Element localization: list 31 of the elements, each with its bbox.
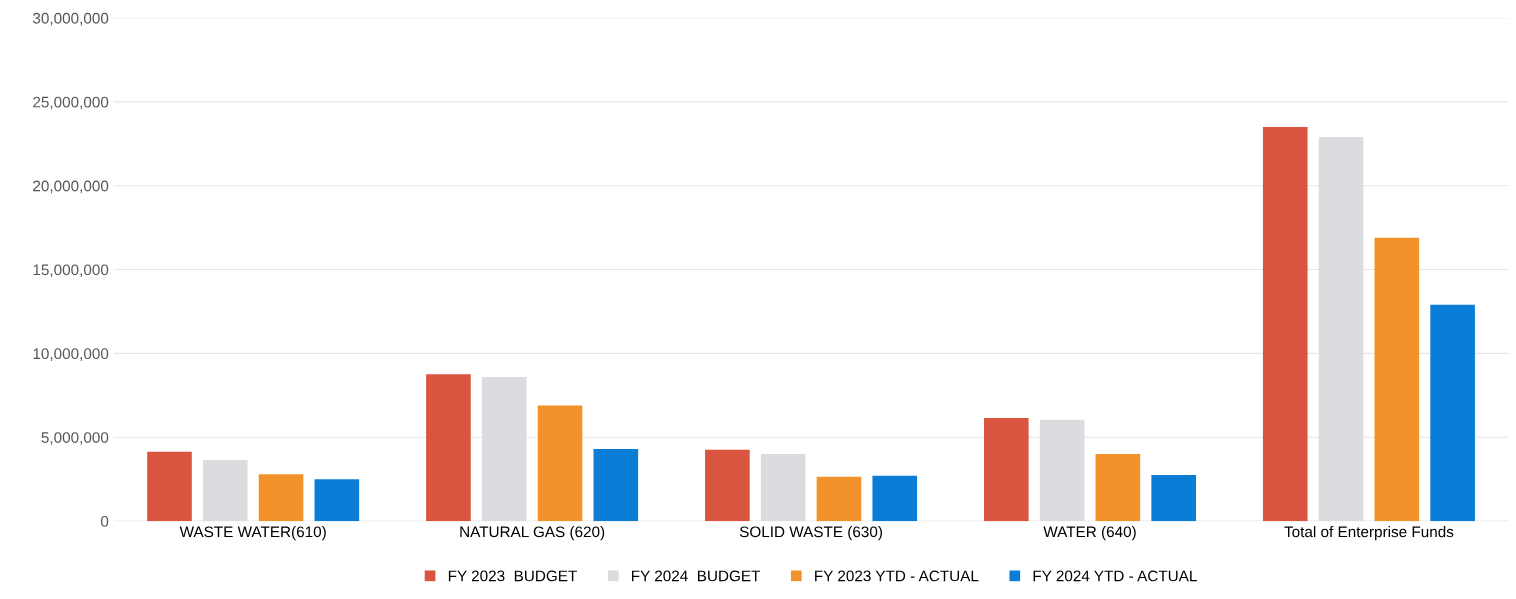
bar bbox=[816, 476, 862, 522]
legend-label: FY 2023 BUDGET bbox=[448, 570, 577, 582]
bar bbox=[1374, 237, 1420, 522]
x-tick-label: WATER (640) bbox=[1043, 525, 1136, 541]
bar bbox=[258, 474, 304, 522]
y-tick-label: 0 bbox=[100, 516, 109, 527]
x-tick-label: WASTE WATER(610) bbox=[179, 525, 326, 541]
y-tick-label: 25,000,000 bbox=[33, 96, 109, 110]
bar bbox=[1262, 126, 1308, 522]
bar bbox=[1095, 454, 1141, 522]
bar bbox=[426, 374, 471, 522]
x-tick-label: NATURAL GAS (620) bbox=[460, 525, 605, 541]
x-tick-label: SOLID WASTE (630) bbox=[739, 525, 882, 541]
bar bbox=[984, 417, 1029, 522]
x-tick-label: Total of Enterprise Funds bbox=[1284, 525, 1454, 541]
bar bbox=[872, 475, 918, 522]
legend-label: FY 2024 BUDGET bbox=[632, 570, 761, 582]
legend-label: FY 2023 YTD - ACTUAL bbox=[815, 570, 979, 582]
bar bbox=[537, 405, 583, 522]
bar bbox=[147, 451, 192, 522]
y-tick-label: 10,000,000 bbox=[33, 348, 109, 361]
y-tick-label: 30,000,000 bbox=[32, 12, 109, 26]
bar bbox=[1430, 304, 1475, 522]
y-tick-label: 15,000,000 bbox=[33, 264, 109, 278]
bar bbox=[314, 479, 360, 522]
legend-label: FY 2024 YTD - ACTUAL bbox=[1033, 570, 1197, 582]
y-tick-label: 5,000,000 bbox=[41, 432, 109, 445]
bar bbox=[593, 449, 639, 522]
bar bbox=[705, 449, 750, 522]
bar bbox=[1151, 475, 1196, 522]
y-tick-label: 20,000,000 bbox=[33, 180, 109, 194]
